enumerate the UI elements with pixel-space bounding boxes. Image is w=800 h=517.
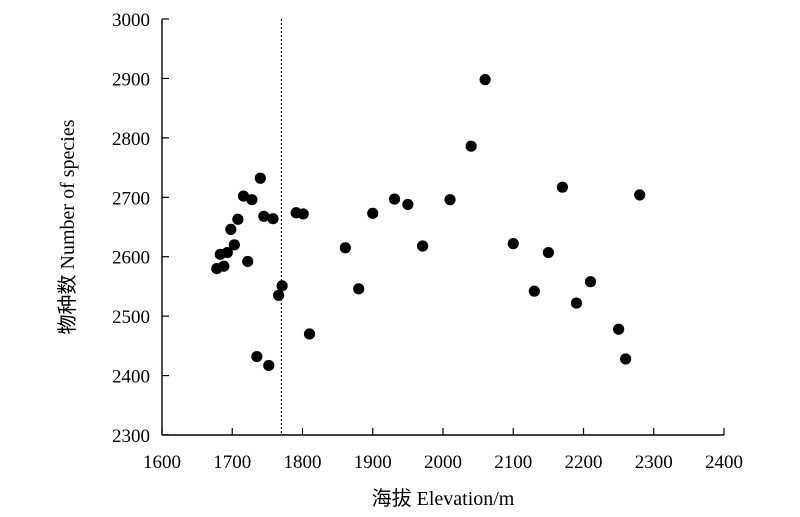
data-point xyxy=(528,285,540,297)
data-point xyxy=(417,240,429,252)
data-point xyxy=(402,198,414,211)
data-point xyxy=(465,140,477,152)
data-point xyxy=(620,353,632,365)
x-tick-label: 1800 xyxy=(284,452,322,473)
x-tick-label: 2400 xyxy=(705,452,743,473)
data-point xyxy=(267,213,279,225)
x-tick-label: 2200 xyxy=(565,452,603,473)
data-point xyxy=(388,193,401,205)
axes: 2300 2400 2500 2600 2700 2800 2900 3000 1600 1700… xyxy=(112,10,743,473)
data-point xyxy=(556,181,569,193)
data-point xyxy=(297,208,309,220)
data-point xyxy=(254,172,266,184)
data-point xyxy=(276,280,288,292)
data-point xyxy=(634,189,646,201)
data-point xyxy=(353,283,365,295)
x-tick-label: 1600 xyxy=(143,452,181,473)
data-point xyxy=(228,239,240,251)
data-point xyxy=(232,213,244,225)
x-tick-label: 2100 xyxy=(494,452,532,473)
data-point xyxy=(273,289,285,301)
data-point xyxy=(242,255,254,268)
data-point xyxy=(507,238,519,250)
data-point xyxy=(225,223,237,235)
data-point xyxy=(339,242,351,254)
data-point xyxy=(303,328,316,340)
x-tick-label: 1700 xyxy=(213,452,251,473)
y-tick-label: 2400 xyxy=(112,367,150,388)
data-point xyxy=(444,194,456,206)
y-tick-label: 2300 xyxy=(112,426,150,447)
x-tick-label: 1900 xyxy=(354,452,392,473)
y-tick-label: 2600 xyxy=(112,248,150,269)
y-tick-label: 2500 xyxy=(112,307,150,328)
data-point xyxy=(542,246,554,259)
y-tick-label: 3000 xyxy=(112,10,150,31)
data-point xyxy=(613,323,625,335)
data-point xyxy=(263,359,275,372)
y-tick-label: 2700 xyxy=(112,188,150,209)
x-tick-label: 2300 xyxy=(635,452,673,473)
x-tick-label: 2000 xyxy=(424,452,462,473)
data-point xyxy=(258,210,270,222)
data-point xyxy=(570,297,583,309)
data-point xyxy=(479,74,491,86)
y-tick-label: 2800 xyxy=(112,129,150,150)
data-point xyxy=(218,260,230,272)
data-point xyxy=(246,194,258,206)
data-point xyxy=(367,207,379,219)
data-point xyxy=(584,276,597,288)
x-axis-title: 海拔 Elevation/m xyxy=(372,487,515,510)
data-point xyxy=(251,350,263,363)
data-points xyxy=(211,74,646,372)
y-tick-label: 2900 xyxy=(112,69,150,90)
y-axis-title: 物种数 Number of species xyxy=(56,119,79,334)
data-point xyxy=(221,246,233,259)
data-point xyxy=(237,190,250,202)
